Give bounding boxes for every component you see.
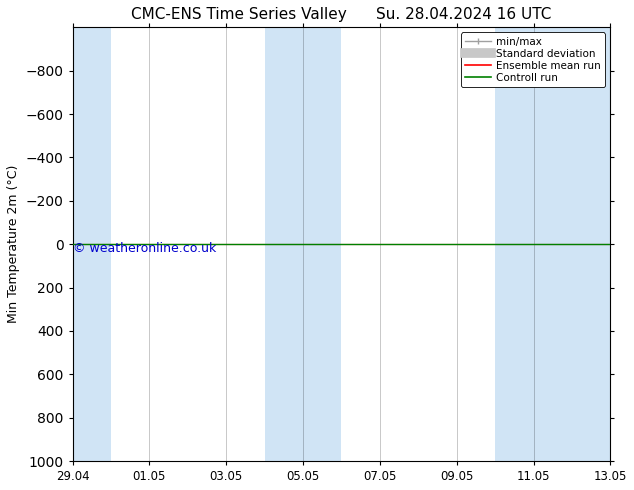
Title: CMC-ENS Time Series Valley      Su. 28.04.2024 16 UTC: CMC-ENS Time Series Valley Su. 28.04.202…	[131, 7, 552, 22]
Legend: min/max, Standard deviation, Ensemble mean run, Controll run: min/max, Standard deviation, Ensemble me…	[461, 32, 605, 87]
Y-axis label: Min Temperature 2m (°C): Min Temperature 2m (°C)	[7, 165, 20, 323]
Text: © weatheronline.co.uk: © weatheronline.co.uk	[74, 242, 217, 255]
Bar	[72, 27, 111, 461]
Bar	[264, 27, 342, 461]
Bar	[495, 27, 611, 461]
